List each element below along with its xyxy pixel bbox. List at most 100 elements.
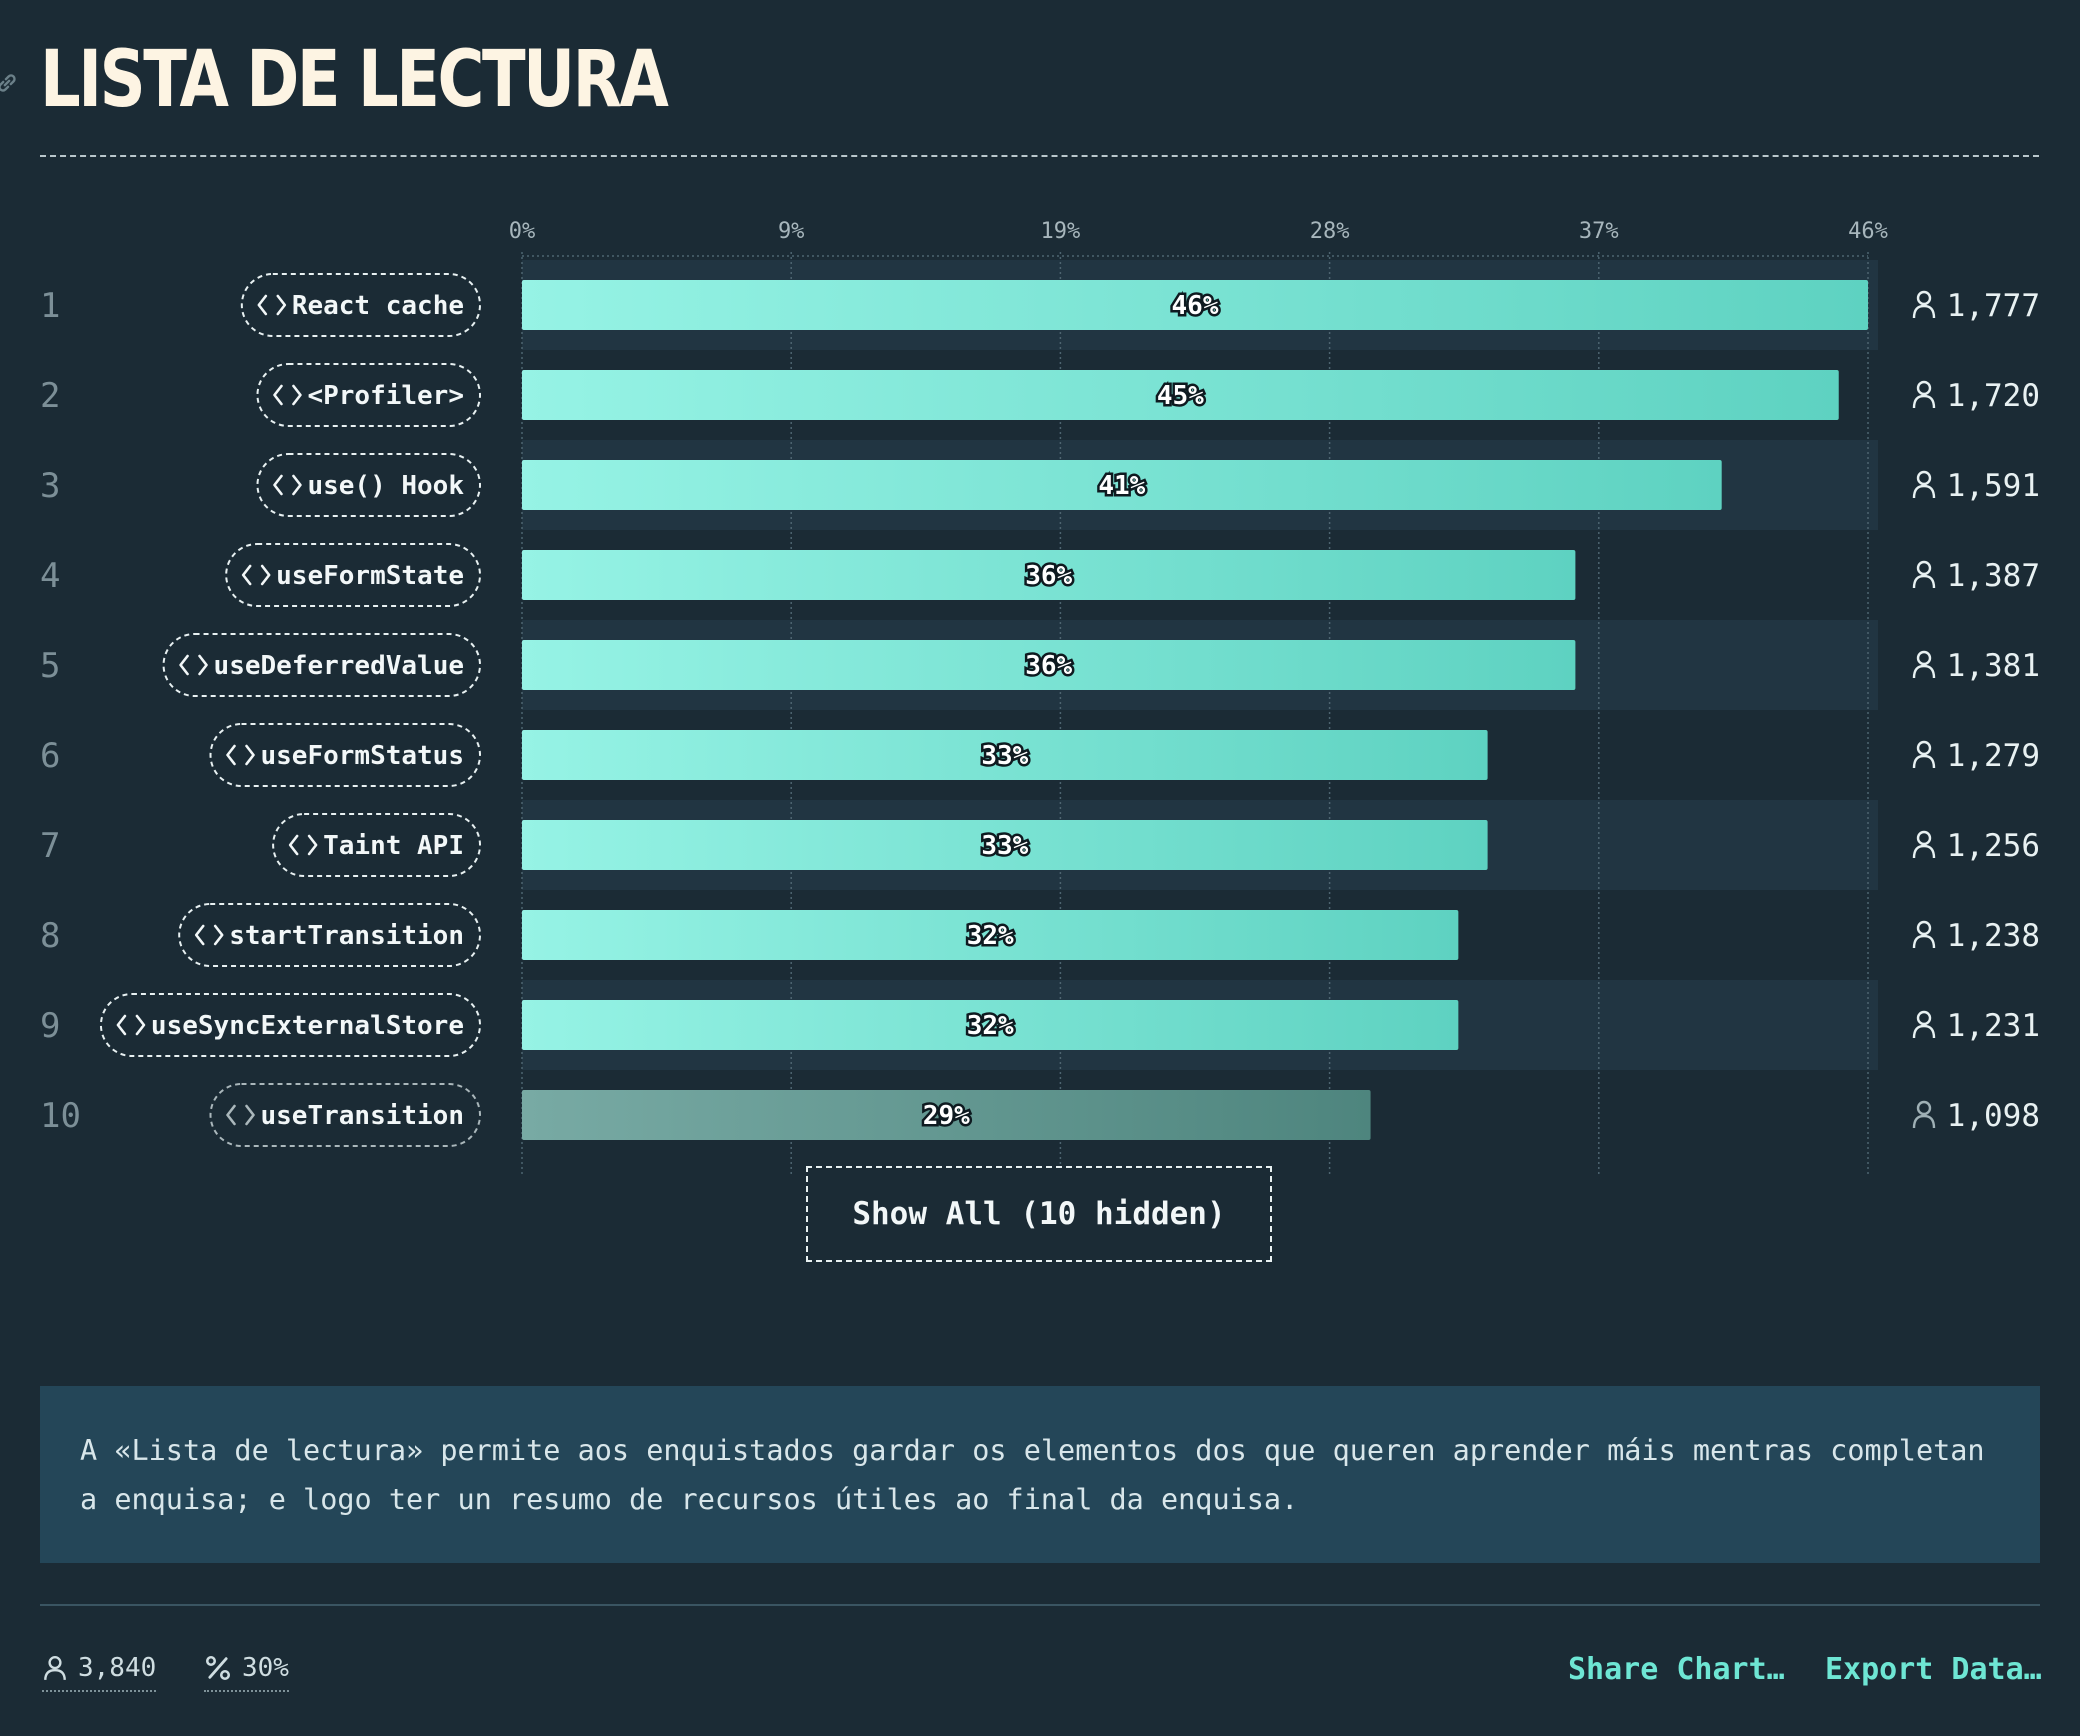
feature-pill[interactable]: startTransition [178, 903, 481, 967]
rank-number: 10 [40, 1096, 81, 1136]
respondent-count: 1,387 [1947, 558, 2040, 594]
respondent-count: 1,238 [1947, 918, 2040, 954]
feature-pill[interactable]: Taint API [272, 813, 481, 877]
code-brackets-icon [257, 294, 287, 316]
bar[interactable] [522, 910, 1459, 960]
feature-pill[interactable]: <Profiler> [256, 363, 481, 427]
feature-label: useTransition [261, 1101, 465, 1131]
user-icon [1912, 1010, 1936, 1039]
axis-tick-label: 37% [1579, 219, 1619, 244]
respondent-count: 1,381 [1947, 648, 2040, 684]
user-icon [1912, 290, 1936, 319]
feature-label: useFormState [276, 561, 464, 591]
code-brackets-icon [273, 474, 302, 496]
respondent-count: 1,279 [1947, 738, 2040, 774]
rank-number: 5 [40, 646, 60, 686]
user-icon [1912, 380, 1936, 409]
bar-value-label: 36% [1025, 651, 1072, 681]
feature-pill[interactable]: useTransition [209, 1083, 481, 1147]
footer-divider [40, 1604, 2040, 1606]
pill-border [272, 813, 481, 877]
respondent-count: 1,231 [1947, 1008, 2040, 1044]
rank-number: 1 [40, 286, 60, 326]
user-icon [1912, 1100, 1936, 1129]
chart-row: 5 useDeferredValue 36% 1,381 [40, 633, 2040, 697]
user-icon [1912, 470, 1936, 499]
feature-label: useDeferredValue [214, 651, 464, 681]
bar-value-label: 46% [1172, 291, 1219, 321]
show-all-button[interactable]: Show All (10 hidden) [806, 1166, 1272, 1262]
bar-value-label: 45% [1157, 381, 1204, 411]
bar-value-label: 32% [967, 921, 1014, 951]
feature-pill[interactable]: useDeferredValue [162, 633, 481, 697]
bar[interactable] [522, 820, 1488, 870]
user-icon [1912, 560, 1936, 589]
code-brackets-icon [116, 1014, 146, 1036]
code-brackets-icon [194, 924, 224, 946]
bar[interactable] [522, 730, 1488, 780]
bar[interactable] [522, 640, 1576, 690]
chart-row: 1 React cache 46% 1,777 [40, 273, 2040, 337]
feature-pill[interactable]: useSyncExternalStore [99, 993, 481, 1057]
bar-value-label: 33% [981, 741, 1028, 771]
bar[interactable] [522, 1090, 1371, 1140]
axis-tick-label: 46% [1848, 219, 1888, 244]
rank-number: 2 [40, 376, 60, 416]
bar-value-label: 41% [1098, 471, 1145, 501]
axis-tick-label: 9% [778, 219, 805, 244]
respondent-count: 1,256 [1947, 828, 2040, 864]
rank-number: 3 [40, 466, 60, 506]
axis-tick-label: 28% [1310, 219, 1350, 244]
rank-number: 6 [40, 736, 60, 776]
feature-pill[interactable]: useFormStatus [209, 723, 481, 787]
link-icon[interactable] [0, 70, 20, 96]
chart-note: A «Lista de lectura» permite aos enquist… [40, 1386, 2040, 1563]
feature-label: Taint API [323, 831, 464, 861]
respondents-stat[interactable]: 3,840 [42, 1650, 157, 1692]
percentage-stat[interactable]: 30% [204, 1650, 289, 1692]
rank-number: 7 [40, 826, 60, 866]
axis-tick-label: 19% [1041, 219, 1081, 244]
chart-row: 9 useSyncExternalStore 32% 1,231 [40, 993, 2040, 1057]
bar-value-label: 32% [967, 1011, 1014, 1041]
user-icon [44, 1656, 66, 1680]
export-data-link[interactable]: Export Data… [1825, 1652, 2042, 1687]
share-chart-link[interactable]: Share Chart… [1568, 1652, 1785, 1687]
pill-border [209, 723, 481, 787]
user-icon [1912, 740, 1936, 769]
code-brackets-icon [241, 564, 271, 586]
bar[interactable] [522, 280, 1868, 330]
percent-icon [205, 1655, 231, 1681]
pill-border [178, 903, 481, 967]
feature-pill[interactable]: use() Hook [256, 453, 481, 517]
bar[interactable] [522, 460, 1722, 510]
feature-label: React cache [292, 291, 464, 321]
chart-row: 4 useFormState 36% 1,387 [40, 543, 2040, 607]
feature-label: use() Hook [307, 471, 464, 501]
bar-value-label: 33% [981, 831, 1028, 861]
chart-row: 7 Taint API 33% 1,256 [40, 813, 2040, 877]
respondent-count: 1,777 [1947, 288, 2040, 324]
chart-row: 10 useTransition 29% 1,098 [40, 1083, 2040, 1147]
feature-label: startTransition [229, 921, 464, 951]
bar[interactable] [522, 550, 1576, 600]
respondents-count: 3,840 [78, 1653, 157, 1683]
chart-row: 8 startTransition 32% 1,238 [40, 903, 2040, 967]
user-icon [1912, 650, 1936, 679]
code-brackets-icon [273, 384, 302, 406]
title-divider [40, 155, 2039, 157]
feature-pill[interactable]: React cache [240, 273, 481, 337]
bar-value-label: 36% [1025, 561, 1072, 591]
bar-chart: 0%9%19%28%37%46% 0%9%19%28%37%46% 1React… [40, 219, 2040, 1174]
bar[interactable] [522, 1000, 1459, 1050]
pill-border [256, 453, 481, 517]
axis-tick-label: 0% [509, 219, 536, 244]
rank-number: 4 [40, 556, 60, 596]
feature-label: <Profiler> [307, 381, 464, 411]
bar[interactable] [522, 370, 1839, 420]
respondent-count: 1,720 [1947, 378, 2040, 414]
feature-pill[interactable]: useFormState [225, 543, 481, 607]
chart-row: 3 use() Hook 41% 1,591 [40, 453, 2040, 517]
chart-row: 2 <Profiler> 45% 1,720 [40, 363, 2040, 427]
bar-value-label: 29% [923, 1101, 970, 1131]
